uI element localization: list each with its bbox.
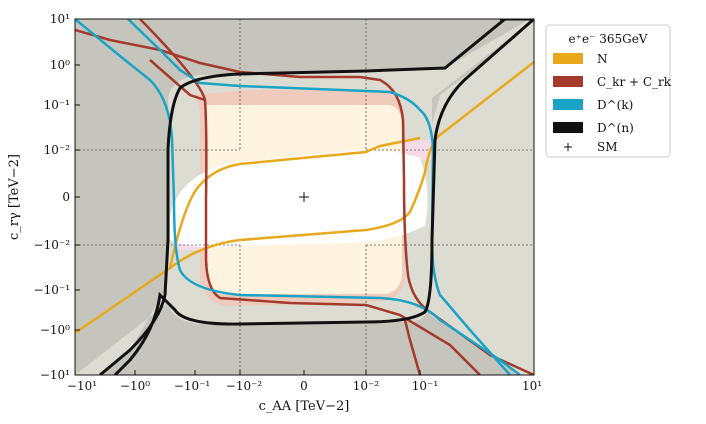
series-c [75, 19, 534, 375]
x-tick-label: −10⁻¹ [174, 379, 210, 393]
legend-label-sm: SM [597, 140, 618, 154]
center-white [170, 150, 428, 248]
legend-label-dn: D^(n) [597, 121, 634, 135]
x-axis [74, 370, 535, 375]
y-axis-label: c_rγ [TeV−2] [7, 154, 22, 240]
y-tick-label: −10⁰ [40, 323, 70, 337]
x-tick-labels: −10¹ −10⁰ −10⁻¹ −10⁻² 0 10⁻² 10⁻¹ 10¹ [67, 379, 542, 393]
plot-area [75, 19, 534, 375]
legend-marker-sm [564, 143, 572, 151]
y-tick-label: −10⁻¹ [34, 283, 70, 297]
x-axis-label: c_AA [TeV−2] [259, 399, 350, 414]
sm-marker [299, 192, 309, 202]
x-tick-label: 0 [300, 379, 308, 393]
y-tick-label: −10⁻² [34, 238, 71, 252]
legend-label-c: C_kr + C_rk [597, 75, 672, 89]
series-n [75, 61, 534, 335]
y-tick-label: −10¹ [40, 368, 70, 382]
series-dn [99, 19, 534, 375]
y-tick-labels: 10¹ 10⁰ 10⁻¹ 10⁻² 0 −10⁻² −10⁻¹ −10⁰ −10… [34, 12, 71, 382]
x-tick-label: −10⁰ [120, 379, 150, 393]
legend-swatch-n [553, 53, 583, 64]
x-tick-label: −10⁻² [226, 379, 263, 393]
legend-title: e⁺e⁻ 365GeV [569, 32, 648, 46]
legend: e⁺e⁻ 365GeV N C_kr + C_rk D^(k) D^(n) SM [545, 24, 672, 158]
y-axis [75, 18, 80, 376]
legend-swatch-dn [553, 122, 583, 133]
y-tick-label: 10⁰ [50, 58, 70, 72]
y-tick-label: 10⁻¹ [44, 98, 70, 112]
y-tick-label: 10¹ [50, 12, 70, 26]
legend-swatch-c [553, 76, 583, 87]
x-tick-label: 10¹ [522, 379, 542, 393]
x-tick-label: 10⁻¹ [412, 379, 438, 393]
legend-swatch-dk [553, 99, 583, 110]
legend-label-n: N [597, 52, 608, 66]
y-tick-label: 10⁻² [44, 143, 71, 157]
series-dk [75, 19, 521, 375]
x-tick-label: −10¹ [67, 379, 97, 393]
x-tick-label: 10⁻² [353, 379, 380, 393]
legend-label-dk: D^(k) [597, 98, 633, 112]
y-tick-label: 0 [62, 190, 70, 204]
